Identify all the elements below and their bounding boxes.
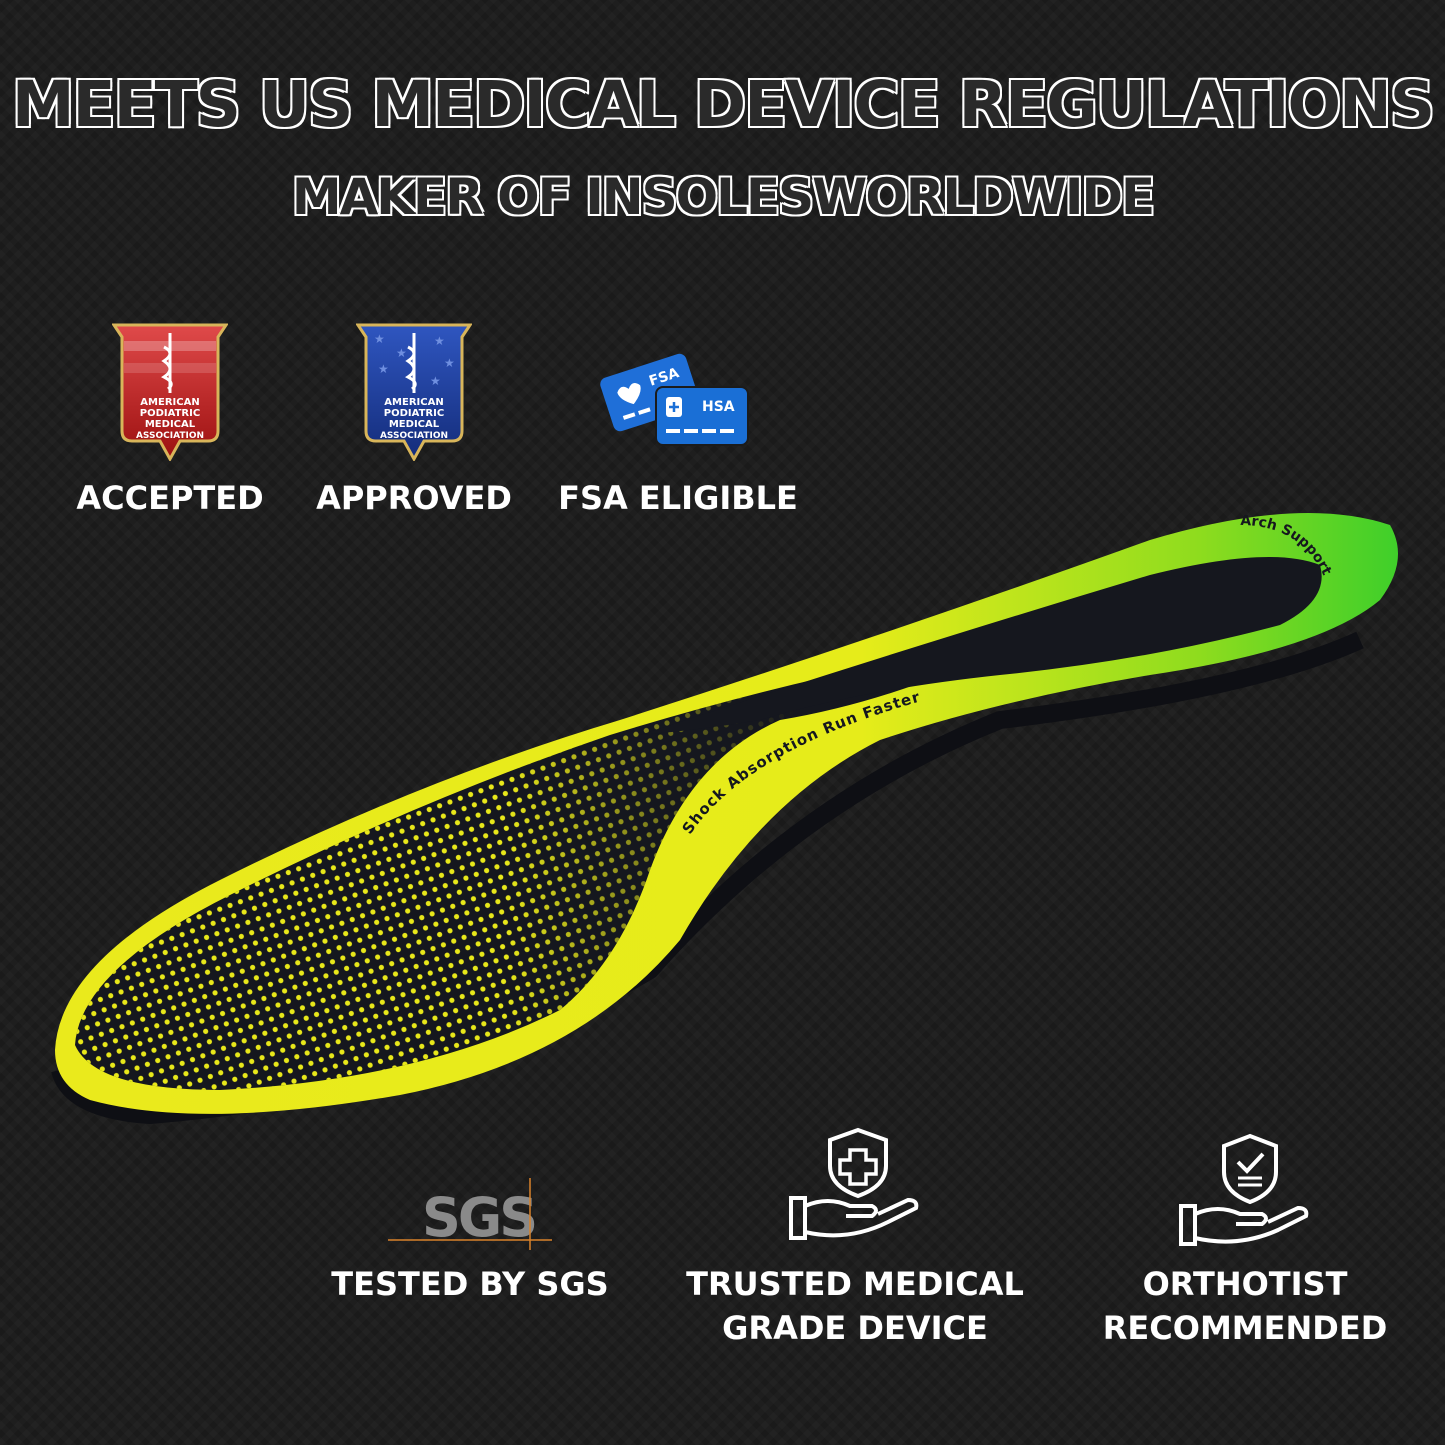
svg-text:SGS: SGS: [422, 1186, 535, 1249]
svg-text:★: ★: [430, 374, 441, 388]
apma-blue-shield-icon: ★★★★★★ AMERICAN PODIATRIC MEDICAL ASSOCI…: [356, 323, 472, 461]
fsa-hsa-cards-icon: FSA HSA: [600, 353, 749, 446]
svg-text:HSA: HSA: [702, 399, 735, 415]
page-subtitle: MAKER OF INSOLESWORLDWIDE: [291, 168, 1155, 226]
svg-text:PODIATRIC: PODIATRIC: [384, 408, 444, 419]
approved-label: APPROVED: [316, 479, 512, 517]
fsa-eligible-label: FSA ELIGIBLE: [558, 479, 798, 517]
svg-text:★: ★: [374, 332, 385, 346]
accepted-label: ACCEPTED: [76, 479, 264, 517]
svg-text:ASSOCIATION: ASSOCIATION: [380, 431, 448, 441]
orthotist-line1: ORTHOTIST: [1142, 1265, 1348, 1303]
tested-by-sgs-label: TESTED BY SGS: [331, 1265, 609, 1303]
hand-shield-check-icon: [1179, 1133, 1309, 1246]
trusted-medical-label: TRUSTED MEDICAL GRADE DEVICE: [670, 1262, 1040, 1350]
sgs-logo-icon: SGS: [388, 1178, 552, 1250]
svg-text:AMERICAN: AMERICAN: [140, 397, 199, 408]
hand-shield-plus-icon: [789, 1127, 919, 1240]
svg-text:★: ★: [444, 356, 455, 370]
trusted-line2: GRADE DEVICE: [722, 1309, 988, 1347]
svg-text:AMERICAN: AMERICAN: [384, 397, 443, 408]
svg-text:ASSOCIATION: ASSOCIATION: [136, 431, 204, 441]
svg-text:★: ★: [378, 362, 389, 376]
orthotist-label: ORTHOTIST RECOMMENDED: [1080, 1262, 1410, 1350]
svg-text:MEDICAL: MEDICAL: [145, 419, 196, 430]
svg-text:★: ★: [396, 346, 407, 360]
apma-red-shield-icon: AMERICAN PODIATRIC MEDICAL ASSOCIATION: [112, 323, 228, 461]
page-title: MEETS US MEDICAL DEVICE REGULATIONS: [10, 67, 1436, 143]
trusted-line1: TRUSTED MEDICAL: [686, 1265, 1024, 1303]
svg-text:★: ★: [434, 334, 445, 348]
svg-text:MEDICAL: MEDICAL: [389, 419, 440, 430]
svg-text:PODIATRIC: PODIATRIC: [140, 408, 200, 419]
orthotist-line2: RECOMMENDED: [1102, 1309, 1388, 1347]
